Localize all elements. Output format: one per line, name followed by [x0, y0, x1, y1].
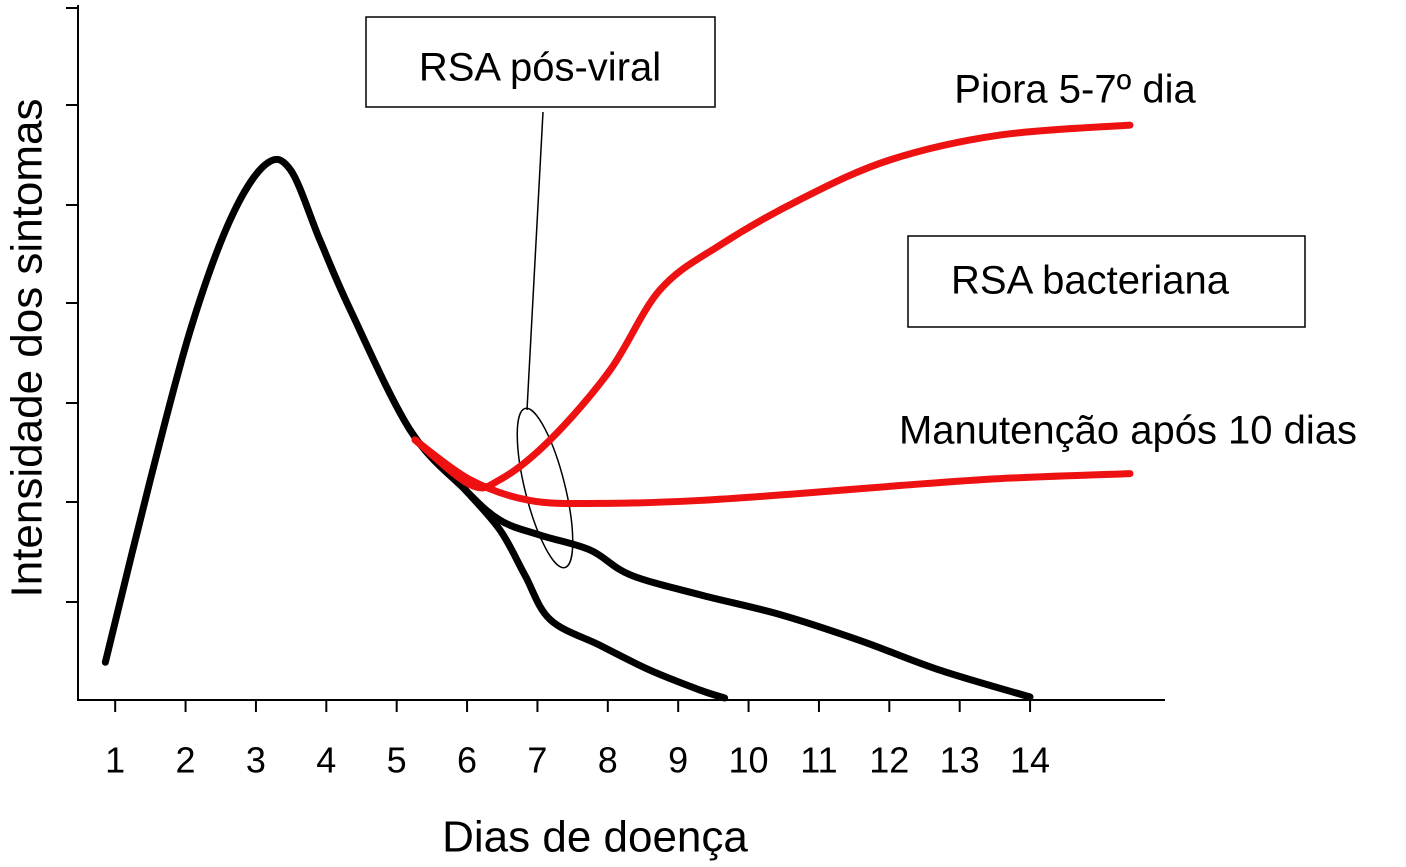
annotation-box	[907, 235, 1306, 328]
callout-ellipse	[516, 407, 574, 569]
line	[411, 121, 1134, 492]
x-tick-label: 8	[598, 740, 618, 781]
axes	[66, 5, 1165, 701]
annotation-box	[365, 16, 716, 108]
annotation: Piora 5-7º dia	[954, 68, 1196, 112]
x-tick-label: 13	[940, 740, 980, 781]
line	[461, 486, 729, 702]
y-tick-marks	[66, 7, 78, 603]
x-tick-label: 12	[869, 740, 909, 781]
annotation: RSA pós-viral	[419, 46, 661, 90]
line	[411, 436, 1134, 508]
x-tick-label: 5	[387, 740, 407, 781]
x-tick-label: 14	[1010, 740, 1050, 781]
x-tick-label: 1	[105, 740, 125, 781]
annotation: RSA bacteriana	[951, 259, 1230, 303]
x-tick-label: 11	[800, 740, 837, 781]
x-tick-label: 2	[176, 740, 196, 781]
x-tick-label: 4	[316, 740, 336, 781]
x-tick-label: 6	[457, 740, 477, 781]
x-axis-label: Dias de doença	[442, 813, 748, 862]
x-tick-label: 9	[668, 740, 688, 781]
callout-line	[526, 111, 544, 411]
line	[101, 155, 1034, 701]
y-axis-label: Intensidade dos sintomas	[3, 99, 52, 598]
x-tick-label: 7	[527, 740, 547, 781]
x-tick-label: 3	[246, 740, 266, 781]
x-tick-label: 10	[729, 740, 769, 781]
annotation: Manutenção após 10 dias	[899, 409, 1357, 453]
